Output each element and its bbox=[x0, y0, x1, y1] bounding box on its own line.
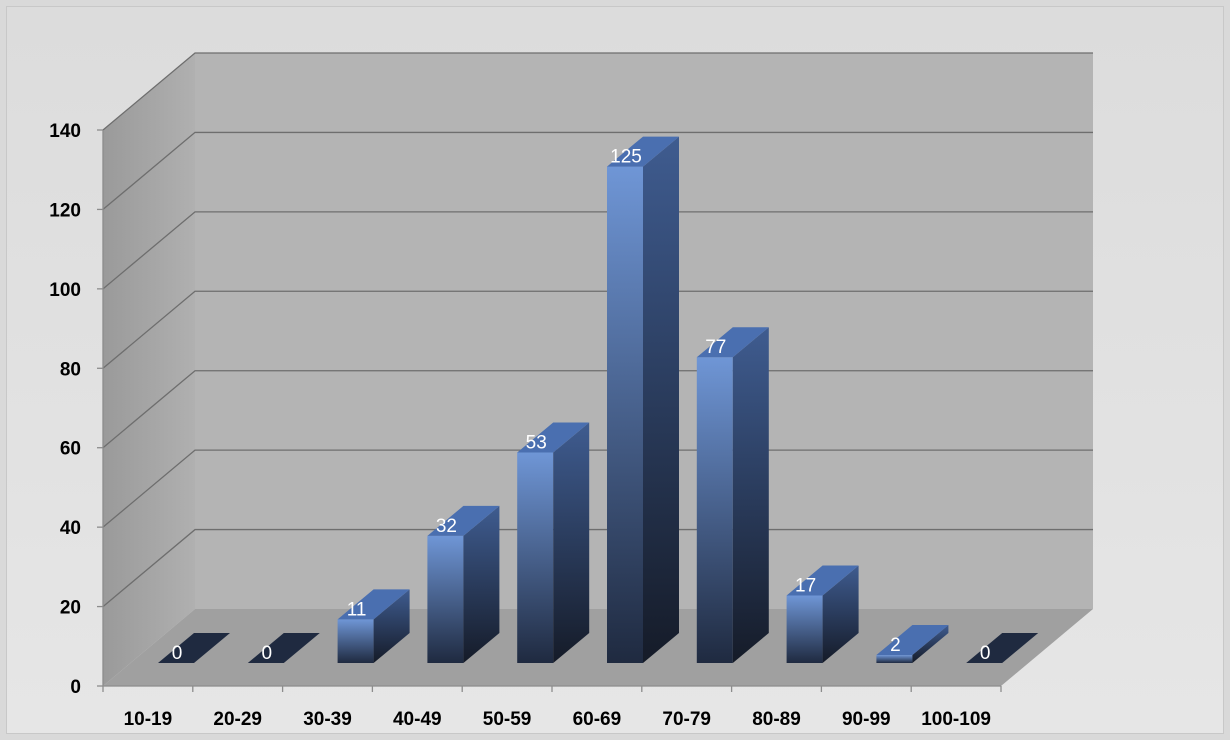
x-tick-label: 60-69 bbox=[573, 709, 622, 730]
bar bbox=[966, 633, 1039, 663]
x-tick-label: 90-99 bbox=[842, 709, 891, 730]
data-label: 0 bbox=[262, 643, 273, 664]
bar bbox=[876, 625, 949, 663]
x-tick-label: 80-89 bbox=[752, 709, 801, 730]
bar-front bbox=[876, 655, 913, 663]
x-tick-label: 30-39 bbox=[303, 709, 352, 730]
bar-side bbox=[373, 589, 410, 663]
bar bbox=[786, 565, 859, 663]
gridline bbox=[102, 211, 1093, 290]
gridline bbox=[102, 449, 1093, 528]
data-label: 77 bbox=[705, 337, 726, 358]
x-tick-label: 50-59 bbox=[483, 709, 532, 730]
bar bbox=[158, 633, 230, 663]
y-tick-label: 40 bbox=[60, 518, 81, 539]
floor bbox=[103, 609, 1093, 686]
bar bbox=[337, 589, 410, 663]
data-label: 125 bbox=[610, 147, 642, 168]
bar-top bbox=[696, 327, 769, 358]
bar-top bbox=[337, 589, 410, 620]
bar-side bbox=[822, 565, 859, 663]
bar-side bbox=[553, 422, 590, 663]
bar-side bbox=[732, 327, 769, 663]
y-tick-label: 60 bbox=[60, 439, 81, 460]
y-tick-label: 20 bbox=[60, 598, 81, 619]
bar-top bbox=[876, 625, 949, 656]
data-label: 11 bbox=[347, 599, 367, 620]
bar bbox=[696, 327, 769, 663]
data-label: 0 bbox=[980, 643, 991, 664]
y-tick-label: 0 bbox=[70, 677, 81, 698]
bar-top bbox=[517, 422, 590, 453]
bar-side bbox=[912, 625, 949, 663]
bar-side bbox=[463, 505, 500, 663]
x-tick-label: 40-49 bbox=[393, 709, 442, 730]
y-tick-label: 120 bbox=[49, 200, 81, 221]
bar-side bbox=[643, 136, 679, 664]
gridline bbox=[102, 131, 1093, 210]
gridline bbox=[102, 52, 1093, 131]
bar bbox=[427, 505, 500, 663]
bar-top bbox=[786, 565, 859, 596]
bar-front bbox=[337, 619, 374, 663]
gridline bbox=[102, 528, 1093, 608]
x-tick-label: 100-109 bbox=[921, 709, 991, 730]
bar-top bbox=[247, 633, 320, 663]
x-tick-label: 70-79 bbox=[662, 709, 711, 730]
side-wall bbox=[103, 53, 195, 686]
y-tick-label: 100 bbox=[49, 280, 81, 301]
y-tick-label: 80 bbox=[60, 359, 81, 380]
bar-front bbox=[427, 535, 464, 663]
bar-front bbox=[786, 595, 823, 663]
bar-top bbox=[427, 505, 500, 536]
bar-front bbox=[696, 357, 733, 663]
bar-front bbox=[607, 166, 643, 664]
y-tick-label: 140 bbox=[49, 121, 81, 142]
bar-top bbox=[607, 136, 679, 167]
gridline bbox=[102, 290, 1093, 369]
bar bbox=[517, 422, 590, 663]
bar-front bbox=[517, 452, 554, 663]
x-tick-label: 10-19 bbox=[124, 709, 173, 730]
bar-top bbox=[158, 633, 230, 663]
bar-top bbox=[966, 633, 1039, 663]
bar bbox=[607, 136, 679, 664]
data-label: 53 bbox=[526, 433, 547, 454]
gridline bbox=[102, 370, 1093, 449]
bar bbox=[247, 633, 320, 663]
x-tick-label: 20-29 bbox=[213, 709, 262, 730]
data-label: 17 bbox=[795, 575, 816, 596]
data-label: 0 bbox=[172, 643, 183, 664]
data-label: 2 bbox=[890, 635, 901, 656]
data-label: 32 bbox=[436, 516, 457, 537]
